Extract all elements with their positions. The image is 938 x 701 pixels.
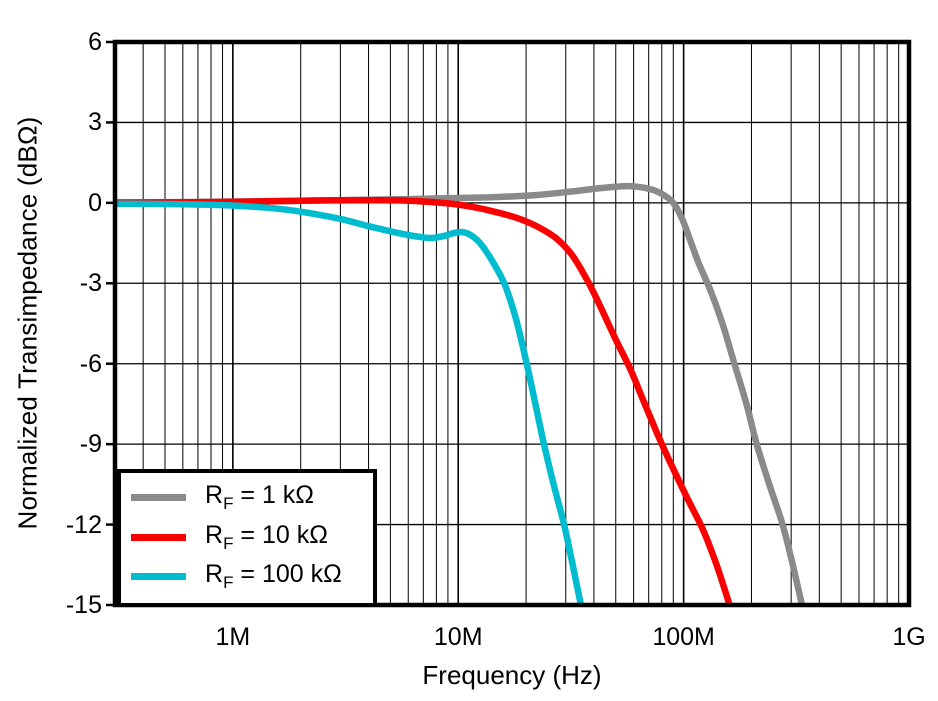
y-tick-marks bbox=[106, 40, 113, 607]
y-gridlines bbox=[115, 121, 909, 526]
y-tick-label-3: 3 bbox=[88, 108, 102, 137]
legend-label: RF = 10 kΩ bbox=[205, 520, 328, 553]
plot-frame bbox=[112, 39, 912, 608]
legend-swatch-red bbox=[131, 533, 186, 541]
x-axis-title: Frequency (Hz) bbox=[422, 660, 602, 690]
y-tick-label--9: -9 bbox=[79, 430, 102, 459]
legend-label: RF = 100 kΩ bbox=[205, 559, 342, 592]
x-tick-label-100M: 100M bbox=[652, 623, 715, 651]
legend-swatch-cyan bbox=[131, 572, 186, 580]
y-tick-label--12: -12 bbox=[65, 510, 102, 539]
y-tick-label--15: -15 bbox=[65, 591, 102, 619]
legend-item-rf-1k: RF = 1 kΩ bbox=[131, 481, 373, 514]
curve-rf-100k bbox=[115, 200, 585, 605]
curve-rf-10k bbox=[115, 196, 733, 605]
y-tick-label-0: 0 bbox=[88, 188, 102, 217]
x-minor-gridlines bbox=[142, 42, 900, 605]
y-tick-label-6: 6 bbox=[88, 28, 102, 56]
x-tick-label-1G: 1G bbox=[892, 623, 926, 651]
legend-swatch-gray bbox=[131, 494, 186, 502]
y-tick-label--3: -3 bbox=[79, 269, 102, 298]
x-tick-label-10M: 10M bbox=[433, 623, 483, 651]
legend: RF = 1 kΩ RF = 10 kΩ RF = 100 kΩ bbox=[117, 469, 377, 607]
legend-label: RF = 1 kΩ bbox=[205, 481, 314, 514]
legend-item-rf-10k: RF = 10 kΩ bbox=[131, 521, 373, 554]
y-tick-label--6: -6 bbox=[79, 349, 102, 378]
legend-item-rf-100k: RF = 100 kΩ bbox=[131, 560, 373, 593]
x-tick-label-1M: 1M bbox=[215, 623, 251, 651]
